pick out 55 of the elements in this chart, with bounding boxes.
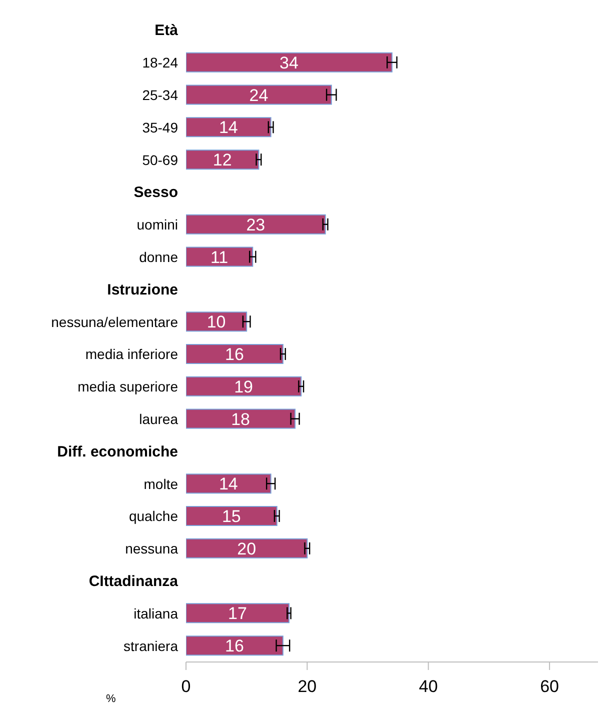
y-tick-label: nessuna/elementare	[51, 314, 178, 330]
data-label: 16	[225, 636, 244, 656]
data-label: 19	[234, 377, 254, 396]
y-tick-label: Istruzione	[107, 281, 178, 298]
bar	[186, 636, 284, 656]
bar	[186, 52, 392, 72]
data-label: 12	[212, 150, 232, 170]
y-tick-label: 25-34	[142, 87, 178, 103]
data-label: 20	[237, 539, 256, 558]
y-tick-label: qualche	[128, 508, 178, 524]
y-tick-label: nessuna	[125, 540, 178, 557]
y-tick-label: molte	[144, 476, 178, 492]
y-tick-label: donne	[139, 249, 178, 265]
bar	[186, 117, 272, 138]
y-tick-label: media inferiore	[85, 346, 178, 362]
y-tick-label: italiana	[134, 605, 178, 622]
bar	[186, 376, 302, 396]
data-label: 23	[246, 215, 266, 234]
data-label: 17	[228, 604, 247, 624]
bar	[186, 214, 326, 234]
y-tick-label: 18-24	[142, 54, 178, 71]
y-tick-label: uomini	[136, 216, 178, 233]
y-tick-label: Sesso	[134, 184, 178, 202]
y-tick-label: 35-49	[142, 119, 178, 136]
x-tick-label: 20	[298, 677, 317, 696]
x-tick-label: 0	[181, 677, 191, 696]
data-label: 16	[225, 345, 244, 364]
data-label: 18	[231, 410, 250, 429]
x-tick-label: 40	[418, 677, 438, 696]
bar	[186, 408, 296, 429]
data-label: 34	[280, 53, 298, 72]
data-label: 10	[206, 312, 226, 332]
bar	[186, 506, 278, 526]
y-tick-label: CIttadinanza	[88, 573, 179, 590]
x-tick-label: 60	[540, 677, 559, 696]
x-axis-title: %	[106, 693, 116, 705]
y-tick-label: 50-69	[142, 152, 178, 168]
bar	[186, 312, 248, 332]
data-label: 24	[249, 86, 268, 105]
y-tick-label: Diff. economiche	[57, 443, 178, 460]
data-label: 15	[222, 507, 241, 526]
bar	[186, 474, 272, 494]
bar	[186, 150, 260, 170]
y-tick-label: straniera	[124, 638, 178, 654]
bar	[186, 603, 290, 624]
data-label: 14	[218, 118, 238, 138]
bar	[186, 344, 284, 364]
y-tick-label: media superiore	[78, 378, 178, 395]
bar	[186, 84, 332, 105]
y-tick-label: Età	[154, 22, 179, 40]
y-tick-label: laurea	[139, 411, 178, 427]
data-label: 11	[210, 248, 228, 267]
bar	[186, 246, 254, 267]
data-label: 14	[218, 474, 238, 494]
bar	[186, 538, 308, 558]
